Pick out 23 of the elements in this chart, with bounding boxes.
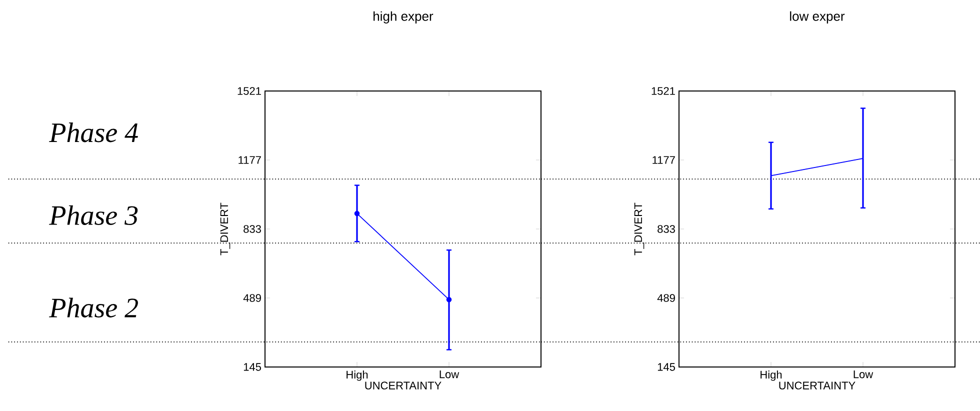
text: Phase 2 [49, 298, 138, 318]
y-tick-label: 833 [658, 225, 675, 233]
y-tick-label: 1177 [238, 156, 261, 164]
y-tick-label: 1521 [238, 87, 261, 95]
y-tick-label: 145 [244, 363, 261, 371]
y-axis-title: T_DIVERT [634, 202, 644, 256]
x-axis-title: UNCERTAINTY [365, 382, 442, 390]
y-tick-label: 1521 [652, 87, 675, 95]
y-axis-title: T_DIVERT [220, 202, 230, 256]
y-tick-label: 145 [658, 363, 675, 371]
x-tick-label: High [346, 370, 368, 381]
x-tick-label: High [760, 370, 782, 381]
x-tick-label: Low [854, 370, 874, 378]
y-tick-label: 489 [657, 294, 675, 302]
x-axis-title: UNCERTAINTY [779, 382, 856, 390]
text: Phase 3 [49, 205, 138, 226]
chart-title: low exper [790, 11, 845, 24]
y-tick-label: 489 [243, 294, 261, 302]
text: Phase 4 [49, 122, 138, 142]
x-tick-label: Low [440, 370, 460, 378]
y-tick-label: 1177 [652, 156, 675, 164]
y-tick-label: 833 [244, 225, 261, 233]
chart-title: high exper [374, 11, 434, 24]
